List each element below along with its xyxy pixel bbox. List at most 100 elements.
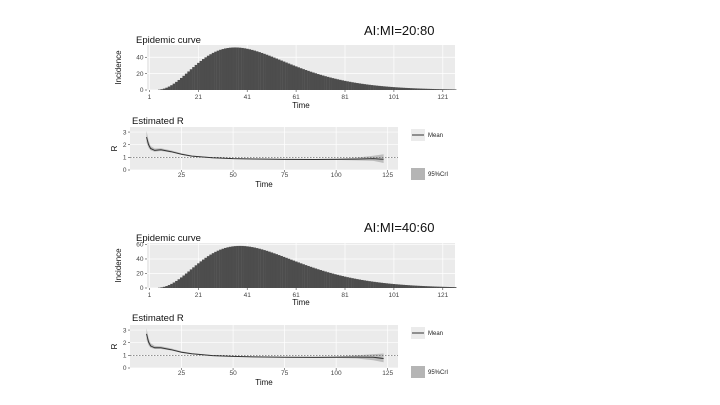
incidence-bar (250, 49, 254, 90)
incidence-bar (316, 74, 320, 90)
incidence-bar (363, 84, 366, 90)
legend-label-ci: 95%CrI (428, 370, 448, 376)
incidence-bar (270, 252, 274, 288)
incidence-bar (263, 53, 266, 90)
incidence-bar (360, 279, 364, 288)
incidence-bar (402, 284, 406, 288)
incidence-bar (422, 88, 425, 90)
x-tick-label: 21 (195, 94, 203, 101)
incidence-bar (172, 83, 176, 90)
incidence-bar (199, 261, 203, 288)
incidence-bar (368, 84, 371, 90)
incidence-bar (197, 62, 200, 90)
incidence-bar (216, 50, 220, 90)
incidence-bar (282, 256, 286, 288)
incidence-bar (370, 85, 374, 90)
y-tick-label: 0 (123, 167, 127, 174)
incidence-bar (378, 282, 381, 288)
incidence-bar (321, 270, 325, 288)
incidence-bar (365, 84, 369, 90)
x-tick-label: 101 (388, 94, 399, 101)
incidence-bar (221, 49, 225, 90)
incidence-bar (187, 271, 190, 288)
incidence-bar (285, 62, 288, 90)
incidence-bar (307, 70, 310, 90)
incidence-bar (351, 82, 354, 90)
incidence-bar (216, 250, 220, 288)
x-tick-label: 121 (437, 94, 448, 101)
incidence-bar (241, 245, 244, 288)
incidence-bar (341, 276, 344, 288)
incidence-bar (250, 247, 254, 288)
incidence-bar (385, 283, 388, 288)
incidence-bar (431, 88, 435, 90)
incidence-bar (324, 76, 327, 90)
incidence-bar (444, 286, 447, 288)
incidence-bar (258, 52, 261, 90)
incidence-bar (426, 88, 430, 90)
incidence-bar (285, 257, 288, 288)
incidence-bar (348, 81, 352, 90)
incidence-bar (434, 286, 437, 288)
incidence-bar (228, 246, 232, 288)
incidence-bar (275, 254, 278, 288)
incidence-bar (258, 248, 261, 288)
incidence-bar (260, 249, 264, 288)
incidence-bar (299, 68, 303, 90)
x-tick-label: 81 (341, 292, 349, 299)
mean-line (146, 136, 384, 161)
incidence-bar (243, 48, 247, 90)
incidence-bar (426, 286, 430, 288)
x-axis-title: Time (292, 101, 310, 110)
incidence-bar (265, 250, 269, 288)
incidence-bar (299, 263, 303, 288)
incidence-bar (319, 270, 322, 288)
incidence-bar (272, 57, 276, 90)
r-panel-1 (130, 127, 398, 170)
incidence-bar (446, 89, 450, 90)
incidence-bar (280, 255, 283, 288)
y-tick-label: 20 (136, 71, 144, 78)
incidence-bar (170, 85, 173, 90)
incidence-bar (175, 81, 178, 90)
incidence-bar (343, 80, 347, 90)
incidence-bar (329, 272, 332, 288)
incidence-bar (390, 283, 393, 288)
x-tick-label: 61 (292, 292, 300, 299)
incidence-bar (255, 51, 259, 90)
incidence-bar (451, 287, 454, 288)
incidence-bar (268, 251, 271, 288)
incidence-bar (444, 89, 447, 90)
incidence-bar (160, 287, 164, 288)
incidence-bar (270, 56, 274, 90)
incidence-bar (375, 85, 379, 90)
incidence-bar (414, 88, 418, 90)
scenario-label-1: AI:MI=20:80 (364, 23, 435, 38)
incidence-bar (180, 277, 183, 288)
incidence-bar (204, 257, 208, 288)
estimated-r-title-1: Estimated R (132, 116, 184, 127)
incidence-bar (348, 277, 352, 288)
incidence-bar (453, 89, 457, 90)
x-tick-label: 1 (148, 94, 152, 101)
incidence-bar (180, 77, 183, 90)
incidence-bar (162, 88, 166, 90)
incidence-bar (378, 85, 381, 90)
incidence-bar (304, 265, 308, 288)
epidemic-curve-title-2: Epidemic curve (136, 233, 201, 244)
incidence-bar (294, 261, 298, 288)
incidence-bar (275, 58, 278, 90)
incidence-bar (351, 278, 354, 288)
incidence-bar (292, 260, 296, 288)
incidence-bar (260, 52, 264, 90)
y-tick-label: 0 (140, 285, 144, 292)
incidence-bar (331, 273, 335, 288)
incidence-bar (165, 87, 168, 90)
incidence-bar (302, 264, 305, 288)
incidence-bar (280, 60, 283, 90)
x-axis-title: Time (255, 180, 273, 189)
incidence-bar (226, 247, 230, 288)
incidence-bar (294, 66, 298, 90)
incidence-bar (358, 279, 362, 288)
incidence-bar (199, 60, 203, 90)
